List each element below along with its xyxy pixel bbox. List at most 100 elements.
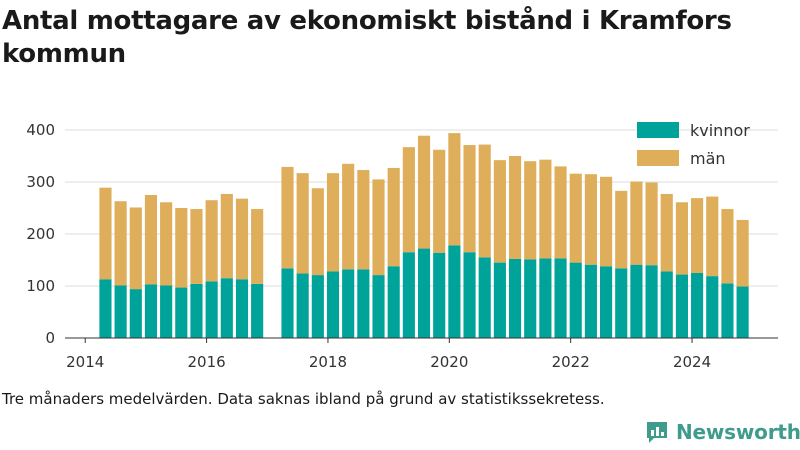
chart-title: Antal mottagare av ekonomiskt bistånd i … [2,6,732,69]
bar-man [175,208,188,288]
bar-man [691,198,704,273]
bar-kvinnor [144,284,158,338]
bar-man [463,145,476,253]
bar-man [205,200,218,282]
legend: kvinnor män [637,121,750,168]
bar-man [160,202,173,286]
legend-label: män [690,149,726,168]
bar-man [736,219,749,287]
bar-man [478,144,491,258]
bar-kvinnor [235,279,249,338]
bar-kvinnor [372,275,385,338]
bar-kvinnor [402,252,415,338]
legend-label: kvinnor [690,121,750,140]
bar-man [706,196,719,277]
x-tick-label: 2020 [430,353,468,371]
bar-kvinnor [387,266,400,338]
bar-man [675,202,688,275]
chart-caption: Tre månaders medelvärden. Data saknas ib… [2,390,605,408]
bar-man [645,182,658,266]
chart-bars-icon [647,422,667,443]
bar-kvinnor [205,281,218,338]
bar-man [387,167,400,267]
y-tick-label: 300 [26,173,55,191]
bar-man [539,159,552,259]
bar-kvinnor [721,283,734,338]
bar-kvinnor [660,271,673,338]
bar-man [281,166,294,269]
bars [99,133,749,338]
bar-man [615,190,628,269]
bar-man [524,161,537,260]
bar-man [220,193,233,279]
bar-kvinnor [736,286,749,338]
bar-kvinnor [326,271,340,338]
bar-man [584,174,597,265]
bar-man [554,166,567,259]
bar-kvinnor [478,257,491,338]
bar-kvinnor [129,289,142,338]
bar-man [311,188,324,276]
x-tick-label: 2016 [187,353,225,371]
brand-logo: Newsworthy [644,419,800,445]
bar-man [190,209,203,284]
bar-man [448,133,461,246]
x-tick-label: 2024 [673,353,711,371]
y-tick-label: 200 [26,225,55,243]
bar-kvinnor [417,248,431,338]
bar-man [251,209,264,284]
bar-man [433,149,446,253]
bar-kvinnor [539,258,552,338]
legend-swatch [637,122,679,138]
x-tick-label: 2022 [552,353,590,371]
bar-man [357,170,370,270]
bar-man [630,181,643,265]
bar-man [326,173,340,272]
bar-man [114,201,127,286]
bar-man [508,156,522,259]
brand-name: Newsworthy [676,420,800,444]
bar-kvinnor [463,252,476,338]
legend-swatch [637,150,679,166]
bar-kvinnor [630,264,643,338]
bar-kvinnor [296,273,309,338]
bar-kvinnor [691,273,704,338]
bar-kvinnor [220,278,233,338]
bar-kvinnor [600,266,613,338]
bar-man [721,209,734,284]
bar-man [493,160,506,263]
bar-man [402,147,415,253]
bar-man [569,173,582,263]
y-axis: 0 100 200 300 400 [26,121,55,347]
bar-man [144,195,158,285]
bar-kvinnor [160,285,173,338]
bar-kvinnor [251,283,264,338]
x-tick-label: 2018 [309,353,347,371]
y-tick-label: 400 [26,121,55,139]
bar-man [296,173,309,274]
bar-kvinnor [175,287,188,338]
bar-kvinnor [508,258,522,338]
bar-kvinnor [357,269,370,338]
bar-man [129,207,142,290]
bar-kvinnor [281,268,294,338]
bar-man [600,176,613,267]
bar-man [372,179,385,276]
bar-kvinnor [493,262,506,338]
bar-kvinnor [524,259,537,338]
bar-kvinnor [569,262,582,338]
bar-kvinnor [99,279,112,338]
x-tick-label: 2014 [66,353,104,371]
bar-kvinnor [311,275,324,338]
bar-man [417,135,431,249]
bar-man [660,193,673,272]
bar-kvinnor [645,265,658,338]
bar-kvinnor [342,269,355,338]
y-tick-label: 100 [26,277,55,295]
bar-kvinnor [554,258,567,338]
bar-kvinnor [675,274,688,338]
bar-kvinnor [615,268,628,338]
bar-kvinnor [190,283,203,338]
y-tick-label: 0 [45,329,55,347]
